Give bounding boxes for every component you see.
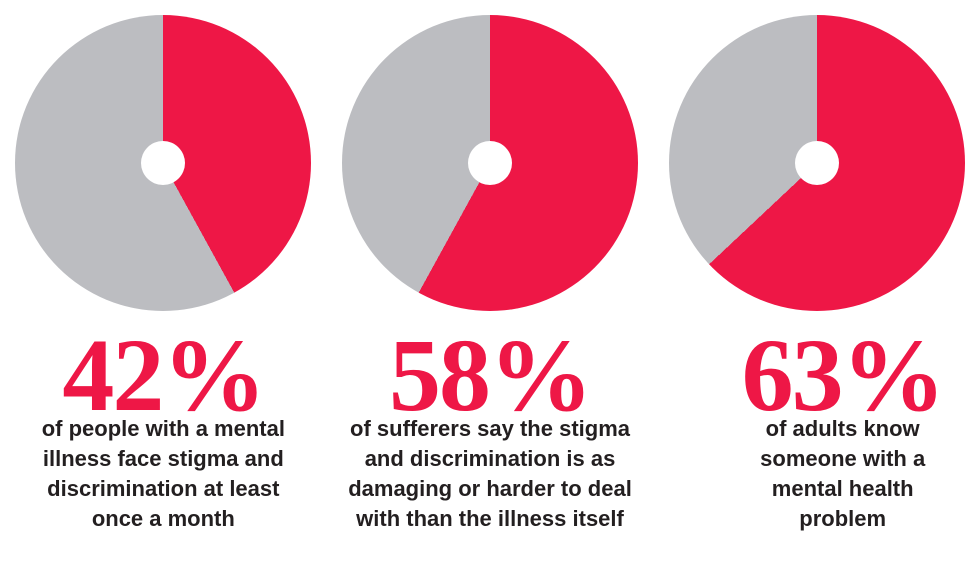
donut-hole <box>794 141 839 185</box>
stat-caption: of adults know someone with a mental hea… <box>760 416 926 531</box>
stat-column-58: 58% of sufferers say the stigma and disc… <box>327 0 654 534</box>
donut-hole <box>468 141 512 185</box>
donut-chart-42 <box>15 15 312 311</box>
donut-chart-58 <box>342 15 638 311</box>
stat-caption: of people with a mental illness face sti… <box>41 416 285 531</box>
percent-value: 58% <box>389 318 593 433</box>
donut-hole <box>141 141 186 185</box>
percent-value: 42% <box>62 318 266 433</box>
stat-column-42: 42% of people with a mental illness face… <box>0 0 327 534</box>
percent-value: 63% <box>741 318 946 433</box>
donut-chart-63 <box>668 15 965 311</box>
stat-column-63: 63% of adults know someone with a mental… <box>653 0 980 534</box>
stat-caption: of sufferers say the stigma and discrimi… <box>348 416 632 531</box>
infographic-row: 42% of people with a mental illness face… <box>0 0 980 534</box>
